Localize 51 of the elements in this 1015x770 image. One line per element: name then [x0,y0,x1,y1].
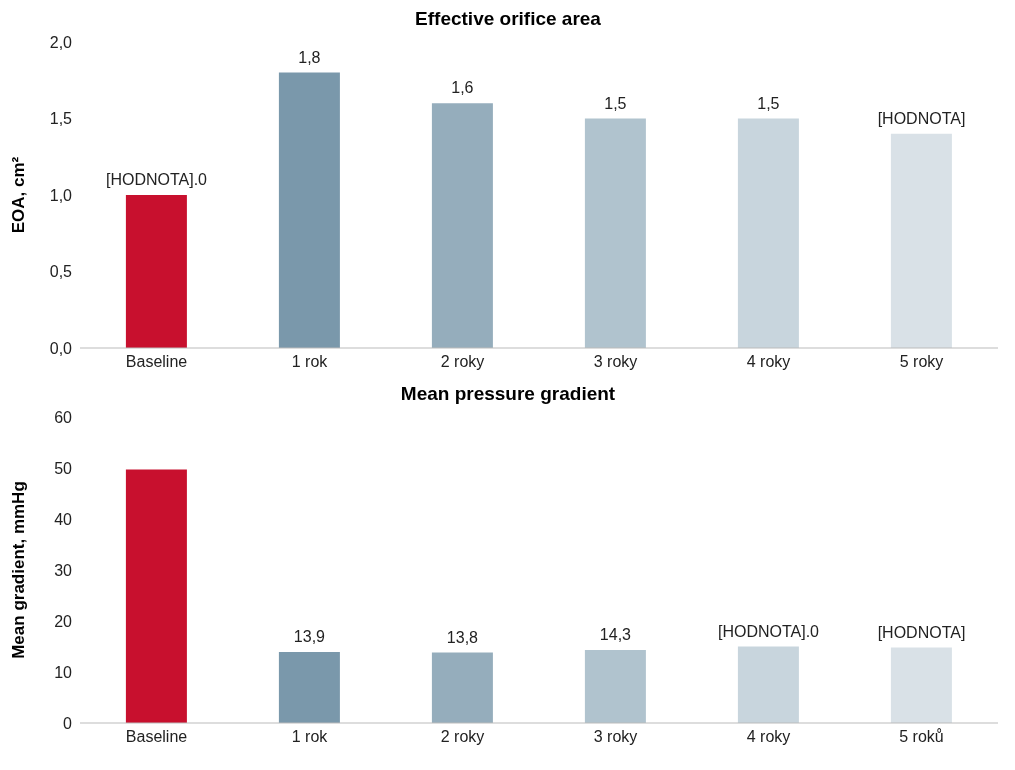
x-tick-label: 1 rok [291,728,329,746]
x-tick-label: 1 rok [291,353,329,371]
annotation: [HODNOTA] [877,109,966,127]
y-tick-label: 1,0 [49,186,73,204]
bar [431,103,493,348]
x-tick-label: 3 roky [593,728,638,746]
y-tick-label: 0,5 [49,263,73,281]
annotation: [HODNOTA].0 [717,622,820,640]
data-label: 1,6 [451,79,474,97]
chart-title: Mean pressure gradient [399,383,617,405]
bar [737,118,799,348]
bar [584,650,646,723]
y-tick-label: 20 [54,612,73,630]
y-tick-label: 1,5 [49,110,73,128]
x-tick-label: Baseline [125,728,188,746]
x-tick-label: Baseline [125,353,188,371]
bar [278,652,340,723]
data-label: 13,9 [293,628,326,646]
data-label: 1,8 [298,48,321,66]
x-tick-label: 3 roky [593,353,638,371]
chart-title: Effective orifice area [414,8,602,30]
data-label: 1,5 [604,94,627,112]
x-tick-label: 5 roky [899,353,944,371]
bar [737,646,799,723]
x-tick-label: 4 roky [746,353,791,371]
y-tick-label: 40 [54,510,73,528]
bar [278,72,340,348]
bar [125,469,187,723]
bar [890,133,952,348]
bar [125,195,187,348]
annotation: [HODNOTA] [877,623,966,641]
bar [431,652,493,723]
bar [584,118,646,348]
data-label: 14,3 [599,626,632,644]
y-axis-title: Mean gradient, mmHg [9,481,29,659]
bar [890,647,952,723]
annotation: [HODNOTA].0 [105,171,208,188]
x-tick-label: 2 roky [440,353,485,371]
data-label: 1,5 [757,94,780,112]
y-tick-label: 30 [54,561,73,579]
x-tick-label: 5 roků [899,728,944,746]
y-tick-label: 0 [63,714,73,732]
y-tick-label: 60 [54,408,73,426]
x-tick-label: 2 roky [440,728,485,746]
y-tick-label: 10 [54,663,73,681]
y-axis-title: EOA, cm² [9,156,29,234]
data-label: 13,8 [446,628,479,646]
y-tick-label: 2,0 [49,33,73,51]
y-tick-label: 0,0 [49,339,73,357]
x-tick-label: 4 roky [746,728,791,746]
y-tick-label: 50 [54,459,73,477]
